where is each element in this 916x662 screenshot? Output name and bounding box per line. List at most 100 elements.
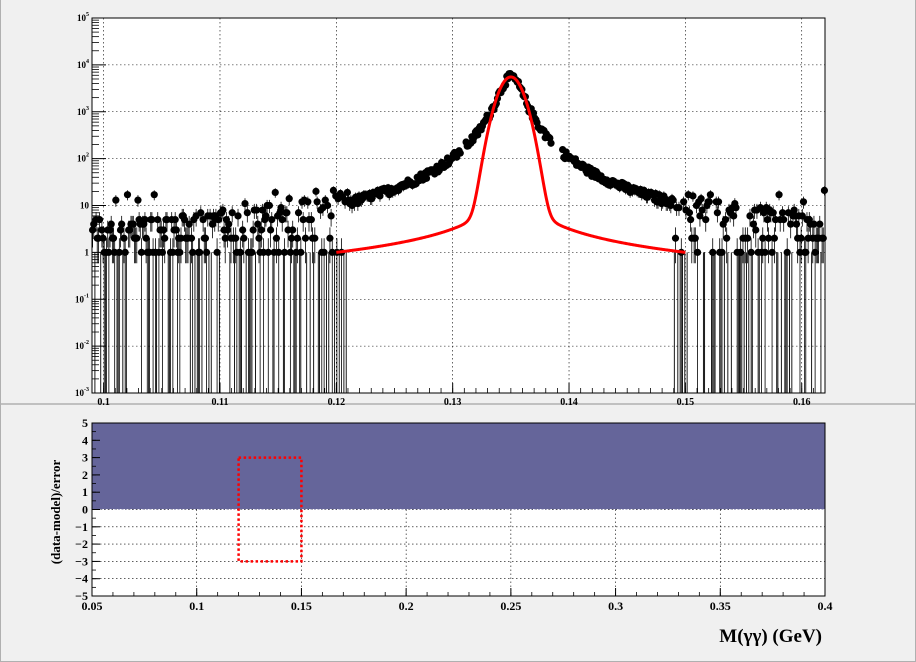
top-data-point: [243, 209, 251, 217]
top-data-point: [691, 234, 699, 242]
top-data-point: [280, 248, 289, 256]
top-data-point: [697, 195, 705, 203]
bottom-y-tick-label: 5: [82, 416, 88, 430]
residual-fill: [92, 423, 825, 510]
top-data-point: [150, 191, 158, 199]
top-data-point: [129, 220, 137, 228]
top-data-point: [768, 248, 776, 256]
top-data-point: [718, 248, 726, 256]
top-x-axis: 0.1 0.11 0.12 0.13 0.14 0.15 0.16: [97, 383, 814, 408]
fit-curve: [336, 75, 686, 254]
top-x-tick-label: 0.1: [97, 397, 110, 408]
top-data-point: [294, 209, 303, 217]
top-data-point: [239, 226, 247, 234]
top-data-point: [264, 248, 272, 256]
top-data-point: [752, 226, 760, 234]
top-data-point: [109, 234, 118, 242]
top-data-point: [287, 234, 296, 242]
top-data-point: [820, 186, 829, 194]
top-data-point: [234, 212, 242, 220]
top-x-tick-label: 0.15: [677, 397, 695, 408]
top-data-point: [223, 226, 232, 234]
top-data-point: [312, 187, 320, 195]
top-data-point: [763, 216, 772, 224]
top-data-point: [201, 234, 210, 242]
top-y-tick-label: 105: [77, 12, 89, 23]
bottom-y-tick-label: −5: [75, 589, 88, 603]
top-data-point: [714, 198, 723, 206]
top-data-point: [241, 199, 249, 208]
bottom-x-tick-label: 0.2: [399, 599, 414, 613]
residual-box: [237, 456, 303, 563]
top-data-point: [324, 201, 332, 210]
top-data-point: [723, 234, 731, 242]
top-data-point: [706, 191, 714, 199]
top-data-point: [329, 186, 338, 194]
top-data-point: [154, 216, 162, 224]
top-data-point: [134, 196, 142, 204]
top-data-point: [187, 234, 196, 242]
top-data-point: [693, 248, 702, 256]
top-data-point: [278, 216, 286, 224]
bottom-y-tick-label: −2: [75, 537, 88, 551]
top-y-tick-label: 10: [80, 201, 90, 211]
top-data-point: [262, 212, 270, 220]
top-data-point: [721, 216, 730, 224]
top-data-point: [797, 234, 805, 242]
top-y-axis: 10-3 10-2 10-1 1 10 102 103 104 105: [75, 12, 106, 398]
top-data-point: [133, 234, 141, 242]
top-data-points: [88, 69, 829, 393]
top-data-point: [185, 220, 193, 228]
top-fit-curve: [336, 75, 686, 254]
top-data-point: [783, 248, 791, 256]
top-data-point: [770, 234, 778, 242]
top-data-point: [203, 248, 211, 256]
top-data-point: [297, 248, 305, 256]
top-data-point: [313, 198, 321, 206]
top-data-point: [277, 204, 285, 212]
top-data-point: [769, 209, 777, 217]
top-data-point: [271, 188, 279, 197]
top-y-tick-label: 102: [77, 153, 89, 164]
top-data-point: [159, 226, 168, 234]
bottom-y-tick-label: 1: [82, 485, 88, 499]
top-data-point: [137, 248, 146, 256]
top-data-point: [790, 206, 798, 214]
bottom-x-tick-label: 0.3: [608, 599, 623, 613]
top-data-point: [221, 234, 229, 242]
top-data-point: [141, 216, 149, 224]
top-data-point: [299, 216, 307, 224]
top-data-point: [326, 234, 334, 242]
top-data-point: [253, 206, 261, 214]
top-data-point: [225, 220, 233, 228]
top-data-point: [756, 204, 765, 212]
top-data-point: [802, 248, 810, 256]
bottom-y-tick-label: 0: [82, 503, 88, 517]
top-data-point: [799, 198, 808, 206]
top-y-tick-label: 10-1: [75, 293, 89, 304]
top-data-point: [123, 191, 132, 199]
top-data-point: [106, 226, 114, 234]
bottom-x-tick-label: 0.05: [82, 599, 103, 613]
top-data-point: [196, 248, 204, 256]
bottom-x-tick-label: 0.4: [818, 599, 833, 613]
top-data-point: [189, 248, 197, 256]
top-data-point: [219, 206, 227, 214]
fit-range-box: [237, 456, 303, 563]
top-data-point: [180, 216, 189, 224]
top-data-point: [105, 248, 113, 256]
top-data-point: [547, 139, 555, 147]
top-data-point: [285, 195, 293, 203]
top-data-point: [286, 248, 294, 256]
top-data-point: [232, 234, 240, 242]
top-data-point: [307, 216, 315, 224]
top-data-point: [376, 192, 384, 200]
top-data-point: [268, 216, 276, 224]
top-data-point: [675, 204, 683, 212]
top-data-point: [301, 234, 310, 242]
top-grid: [92, 17, 825, 394]
top-x-tick-label: 0.11: [212, 397, 229, 408]
top-data-point: [775, 191, 783, 199]
top-data-point: [214, 216, 222, 224]
